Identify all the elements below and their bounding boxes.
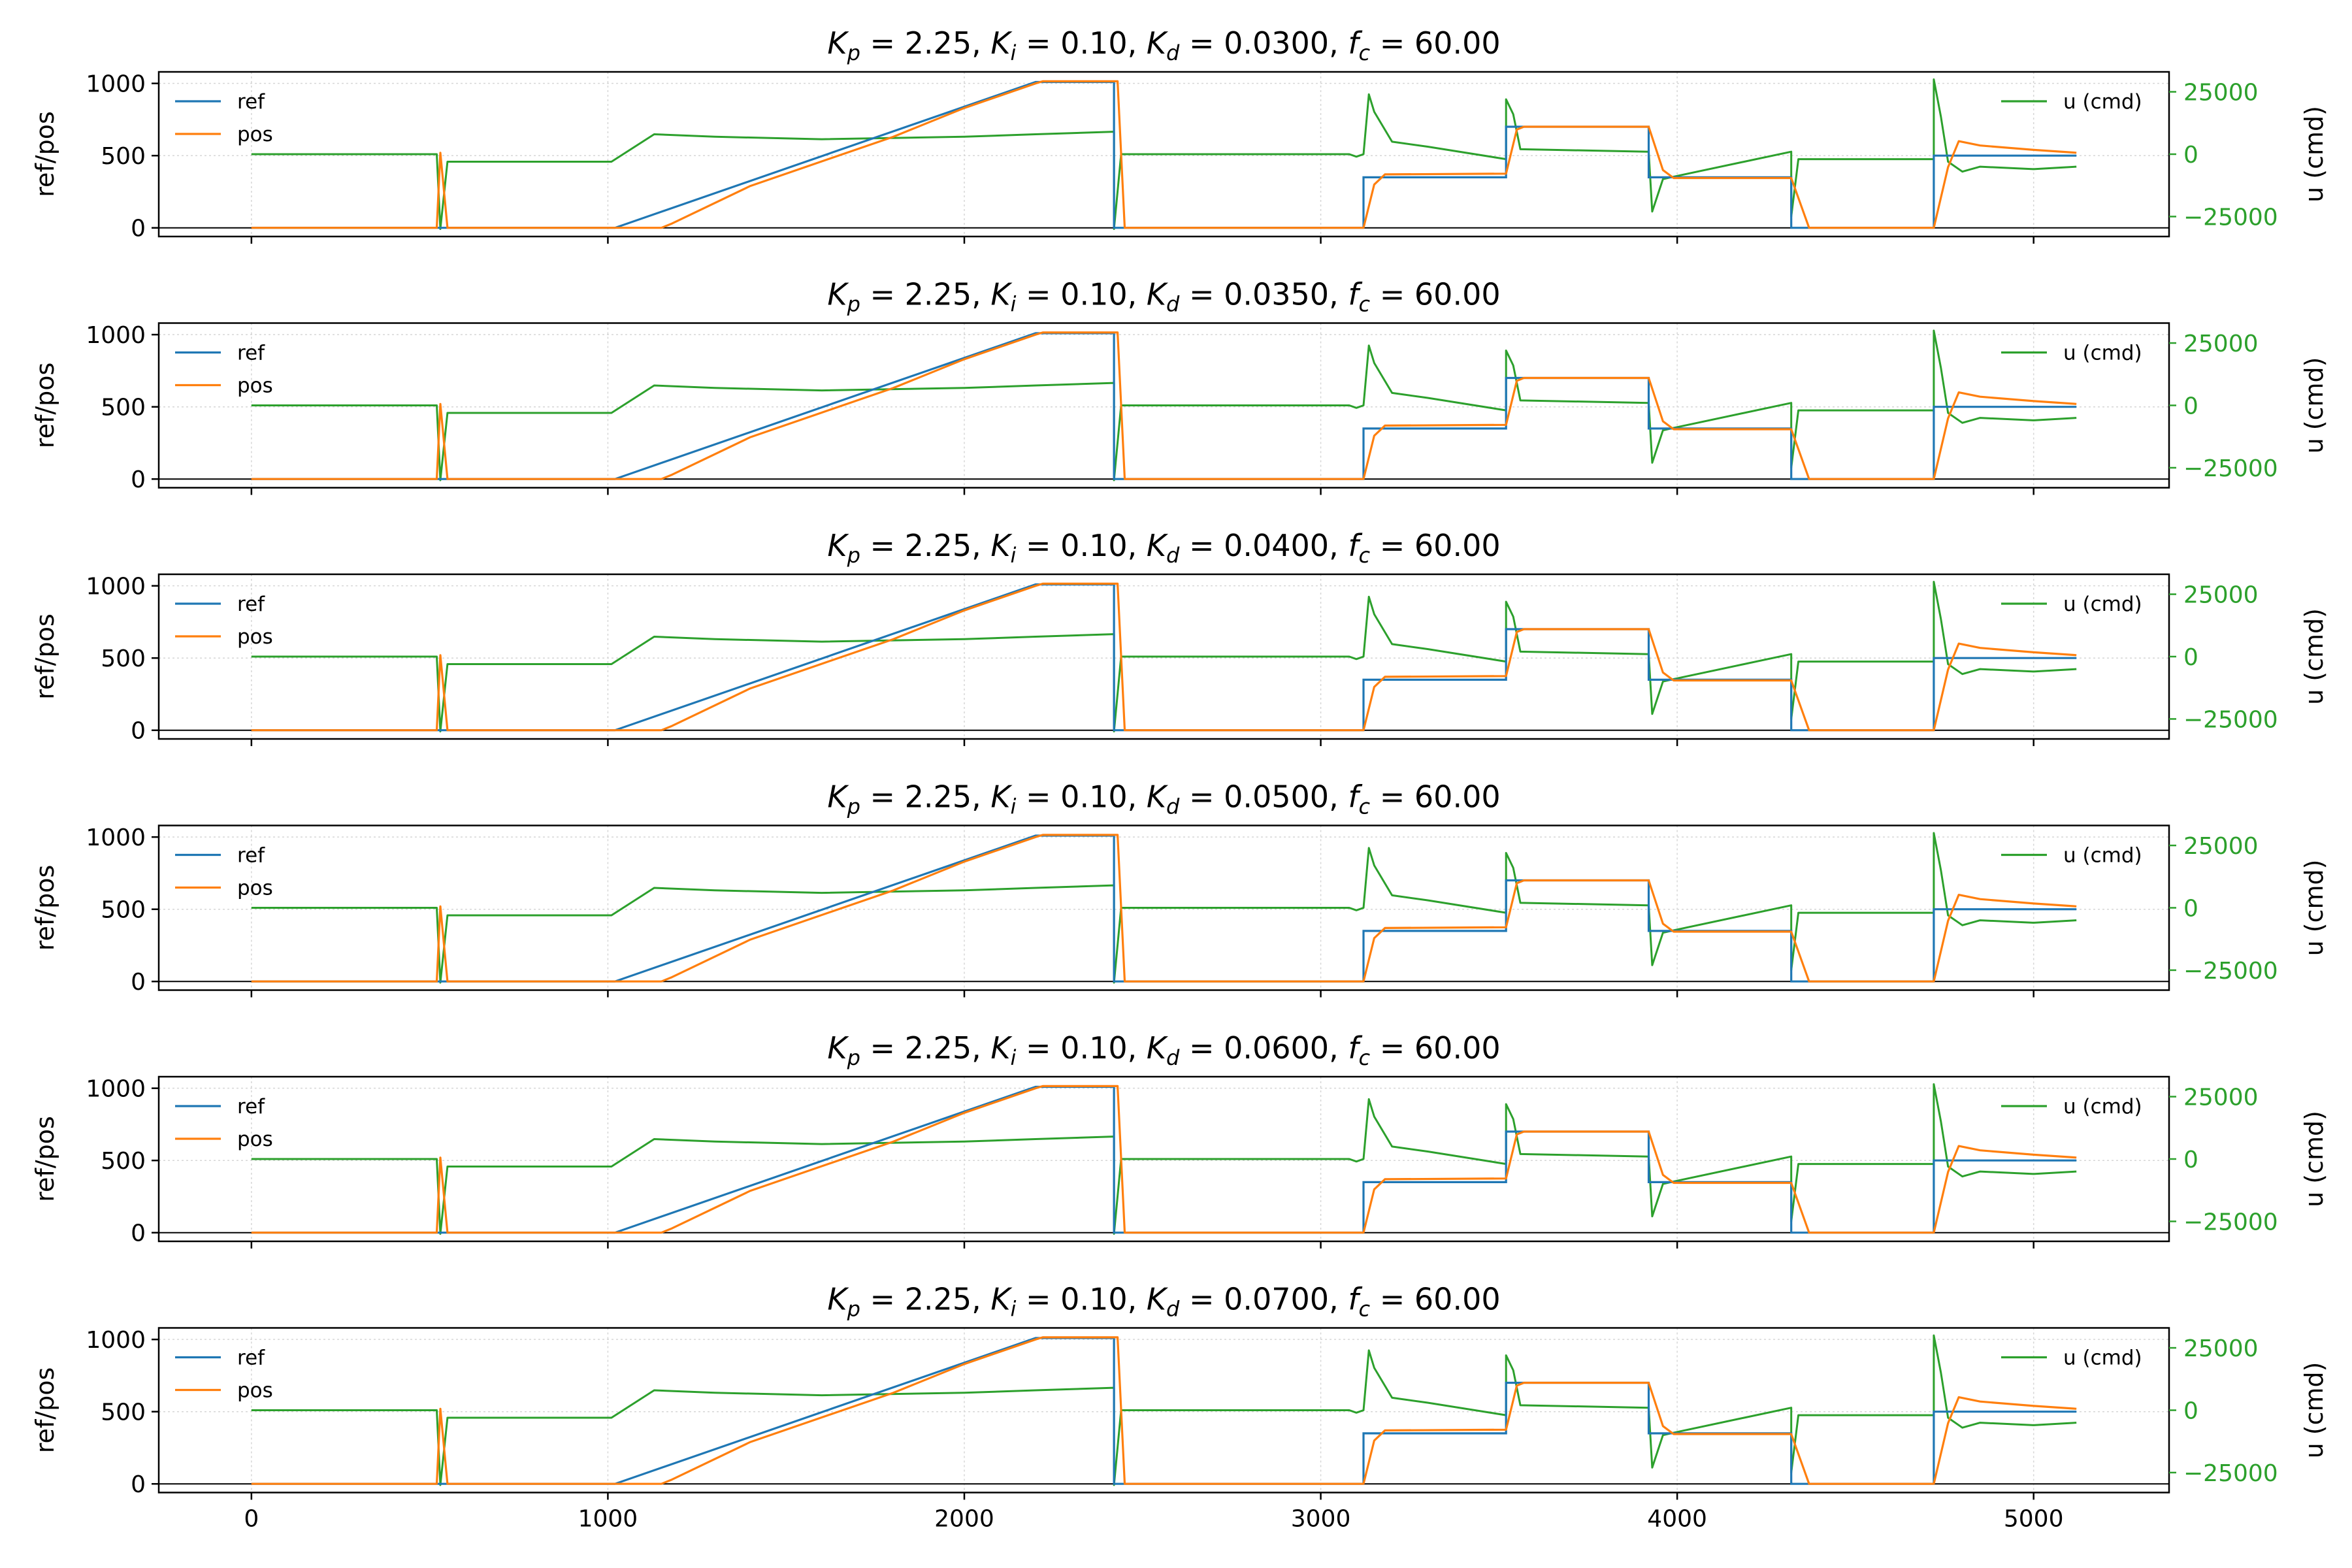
legend-label-pos: pos — [237, 877, 273, 900]
x-tick-label: 2000 — [934, 1506, 994, 1533]
left-tick-label: 1000 — [86, 322, 146, 349]
legend-label-pos: pos — [237, 625, 273, 649]
panel-title: Kp = 2.25, Ki = 0.10, Kd = 0.0300, fc = … — [827, 25, 1500, 65]
right-tick-label: −25000 — [2183, 1209, 2278, 1235]
left-tick-label: 0 — [131, 216, 146, 242]
right-tick-label: −25000 — [2183, 204, 2278, 231]
left-tick-label: 1000 — [86, 1076, 146, 1103]
series-pos — [251, 80, 2077, 229]
series-pos — [251, 1085, 2077, 1234]
panel-title: Kp = 2.25, Ki = 0.10, Kd = 0.0700, fc = … — [827, 1282, 1500, 1322]
legend-label-ref: ref — [237, 342, 265, 365]
left-tick-label: 0 — [131, 969, 146, 996]
panel-title: Kp = 2.25, Ki = 0.10, Kd = 0.0350, fc = … — [827, 277, 1500, 317]
right-tick-label: 0 — [2183, 393, 2198, 420]
left-tick-label: 1000 — [86, 825, 146, 851]
right-tick-label: 25000 — [2183, 331, 2259, 357]
left-axis-label: ref/pos — [31, 613, 59, 700]
left-axis-label: ref/pos — [31, 1367, 59, 1454]
legend-label-ref: ref — [237, 90, 265, 114]
right-axis-label: u (cmd) — [2300, 1111, 2328, 1207]
right-tick-label: −25000 — [2183, 455, 2278, 482]
series-u-cmd — [251, 832, 2077, 984]
right-axis-label: u (cmd) — [2300, 608, 2328, 705]
legend-label-pos: pos — [237, 1379, 273, 1403]
left-tick-label: 0 — [131, 718, 146, 745]
right-axis-label: u (cmd) — [2300, 357, 2328, 454]
right-axis-label: u (cmd) — [2300, 860, 2328, 956]
panel-1: 0 500 1000 ref/pos −25000 0 25000 u (cmd) Kp = 2… — [31, 25, 2328, 244]
legend-label-ref: ref — [237, 1095, 265, 1119]
left-tick-label: 1000 — [86, 574, 146, 600]
left-axis-label: ref/pos — [31, 865, 59, 951]
series-u-cmd — [251, 1083, 2077, 1235]
legend-label-u-cmd: u (cmd) — [2063, 342, 2142, 365]
left-tick-label: 0 — [131, 466, 146, 493]
legend-label-u-cmd: u (cmd) — [2063, 1095, 2142, 1119]
panel-2: 0 500 1000 ref/pos −25000 0 25000 u (cmd) Kp = 2… — [31, 277, 2328, 495]
x-tick-label: 5000 — [2004, 1506, 2064, 1533]
legend-label-pos: pos — [237, 123, 273, 146]
series-pos — [251, 582, 2077, 732]
right-tick-label: 25000 — [2183, 582, 2259, 609]
legend-label-pos: pos — [237, 1128, 273, 1151]
series-u-cmd — [251, 329, 2077, 482]
panel-4: 0 500 1000 ref/pos −25000 0 25000 u (cmd) Kp = 2… — [31, 779, 2328, 998]
legend-label-ref: ref — [237, 844, 265, 868]
panel-title: Kp = 2.25, Ki = 0.10, Kd = 0.0400, fc = … — [827, 528, 1500, 568]
left-axis-label: ref/pos — [31, 363, 59, 449]
left-tick-label: 1000 — [86, 71, 146, 98]
right-tick-label: −25000 — [2183, 958, 2278, 985]
x-tick-label: 0 — [244, 1506, 259, 1533]
right-tick-label: 25000 — [2183, 1335, 2259, 1362]
left-tick-label: 0 — [131, 1471, 146, 1498]
right-tick-label: 25000 — [2183, 833, 2259, 860]
left-tick-label: 500 — [101, 645, 146, 672]
series-pos — [251, 834, 2077, 983]
left-tick-label: 1000 — [86, 1327, 146, 1354]
left-axis-label: ref/pos — [31, 111, 59, 197]
x-tick-label: 1000 — [578, 1506, 638, 1533]
legend-label-ref: ref — [237, 1347, 265, 1370]
series-pos — [251, 331, 2077, 480]
series-pos — [251, 1336, 2077, 1485]
x-tick-label: 3000 — [1291, 1506, 1351, 1533]
legend-label-u-cmd: u (cmd) — [2063, 1347, 2142, 1370]
right-tick-label: 0 — [2183, 1398, 2198, 1425]
panel-title: Kp = 2.25, Ki = 0.10, Kd = 0.0600, fc = … — [827, 1030, 1500, 1070]
legend-label-ref: ref — [237, 593, 265, 616]
left-tick-label: 500 — [101, 1399, 146, 1426]
panel-3: 0 500 1000 ref/pos −25000 0 25000 u (cmd) Kp = 2… — [31, 528, 2328, 746]
right-tick-label: −25000 — [2183, 1460, 2278, 1487]
right-axis-label: u (cmd) — [2300, 106, 2328, 203]
left-axis-label: ref/pos — [31, 1116, 59, 1202]
left-tick-label: 500 — [101, 897, 146, 924]
legend-label-u-cmd: u (cmd) — [2063, 90, 2142, 114]
left-tick-label: 500 — [101, 1148, 146, 1175]
right-tick-label: −25000 — [2183, 706, 2278, 733]
panel-6: 0 1000 2000 3000 4000 5000 0 500 1000 ref/pos −250… — [31, 1282, 2328, 1533]
right-axis-label: u (cmd) — [2300, 1362, 2328, 1459]
x-tick-label: 4000 — [1647, 1506, 1707, 1533]
left-tick-label: 500 — [101, 395, 146, 421]
right-tick-label: 0 — [2183, 896, 2198, 923]
panel-title: Kp = 2.25, Ki = 0.10, Kd = 0.0500, fc = … — [827, 779, 1500, 819]
legend-label-u-cmd: u (cmd) — [2063, 593, 2142, 616]
series-u-cmd — [251, 1334, 2077, 1486]
right-tick-label: 0 — [2183, 142, 2198, 169]
legend-label-u-cmd: u (cmd) — [2063, 844, 2142, 868]
series-u-cmd — [251, 78, 2077, 230]
right-tick-label: 25000 — [2183, 1085, 2259, 1111]
series-u-cmd — [251, 581, 2077, 732]
right-tick-label: 25000 — [2183, 80, 2259, 106]
left-tick-label: 0 — [131, 1220, 146, 1247]
panel-5: 0 500 1000 ref/pos −25000 0 25000 u (cmd) Kp = 2… — [31, 1030, 2328, 1249]
right-tick-label: 0 — [2183, 644, 2198, 671]
legend-label-pos: pos — [237, 374, 273, 398]
right-tick-label: 0 — [2183, 1147, 2198, 1173]
left-tick-label: 500 — [101, 143, 146, 170]
